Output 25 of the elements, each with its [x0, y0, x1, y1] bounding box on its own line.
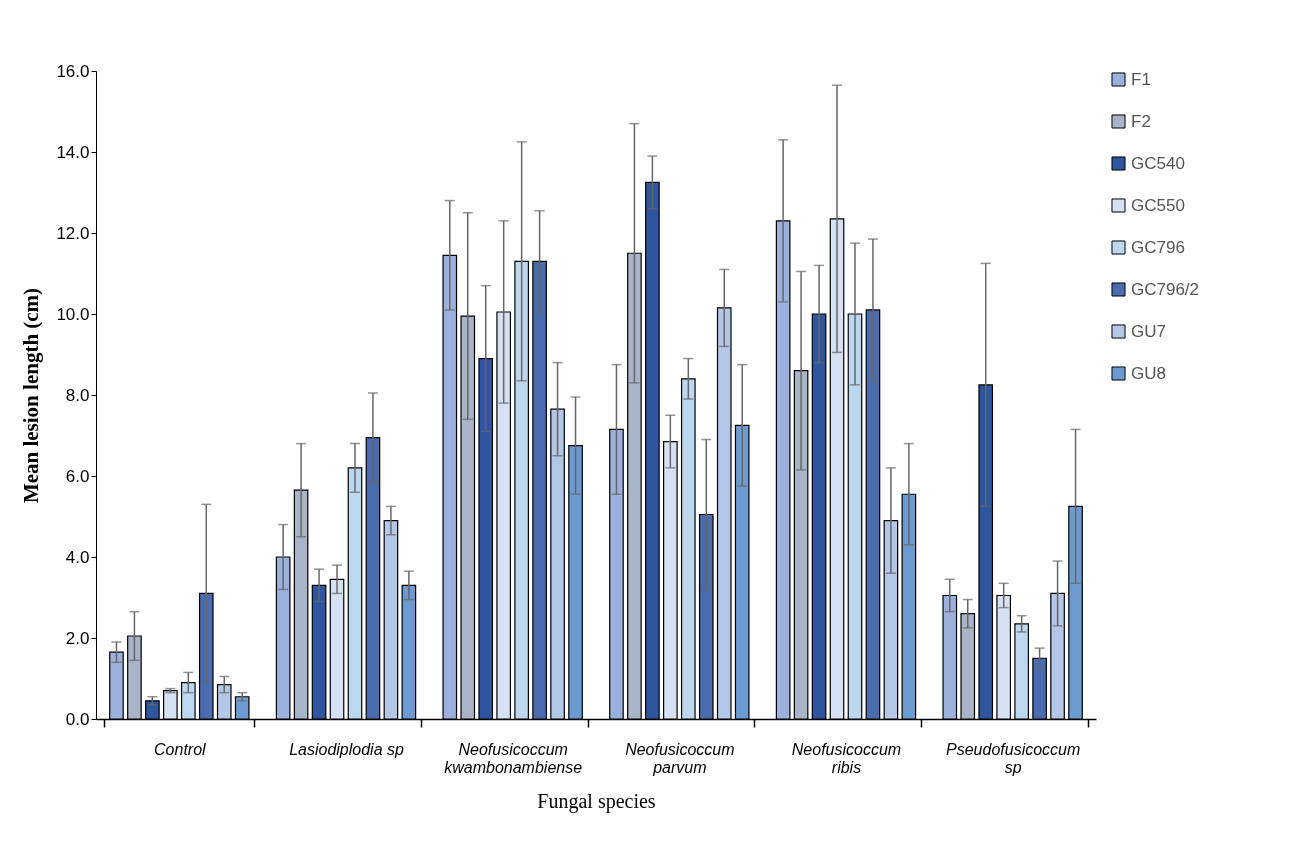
- legend-label: F2: [1131, 111, 1151, 131]
- y-tick-label: 6.0: [65, 466, 90, 486]
- y-tick-label: 16.0: [56, 61, 90, 81]
- legend-label: GC796: [1131, 237, 1185, 257]
- legend-label: F1: [1131, 69, 1151, 89]
- x-tick-label: Neofusicoccum kwambonambiense: [444, 740, 583, 776]
- legend-label: GC796/2: [1131, 279, 1200, 299]
- y-tick-label: 2.0: [65, 628, 90, 648]
- legend-label: GC550: [1131, 195, 1185, 215]
- y-tick-label: 8.0: [65, 385, 90, 405]
- x-tick-label: Neofusicoccum parvum: [625, 740, 735, 776]
- y-tick-label: 14.0: [56, 142, 90, 162]
- x-tick-label: Control: [154, 740, 207, 758]
- x-tick-label: Neofusicoccum ribis: [791, 740, 902, 776]
- legend-label: GU7: [1131, 321, 1166, 341]
- legend-label: GU8: [1131, 363, 1166, 383]
- y-tick-label: 0.0: [65, 709, 90, 729]
- legend-label: GC540: [1131, 153, 1185, 173]
- y-axis-title: Mean lesion length (cm): [19, 287, 44, 504]
- y-tick-label: 12.0: [56, 223, 90, 243]
- y-tick-label: 4.0: [65, 547, 90, 567]
- x-tick-label: Pseudofusicoccum sp: [946, 740, 1081, 776]
- x-tick-label: Lasiodiplodia sp: [289, 740, 404, 758]
- x-axis-title: Fungal species: [537, 789, 656, 813]
- y-tick-label: 10.0: [56, 304, 90, 324]
